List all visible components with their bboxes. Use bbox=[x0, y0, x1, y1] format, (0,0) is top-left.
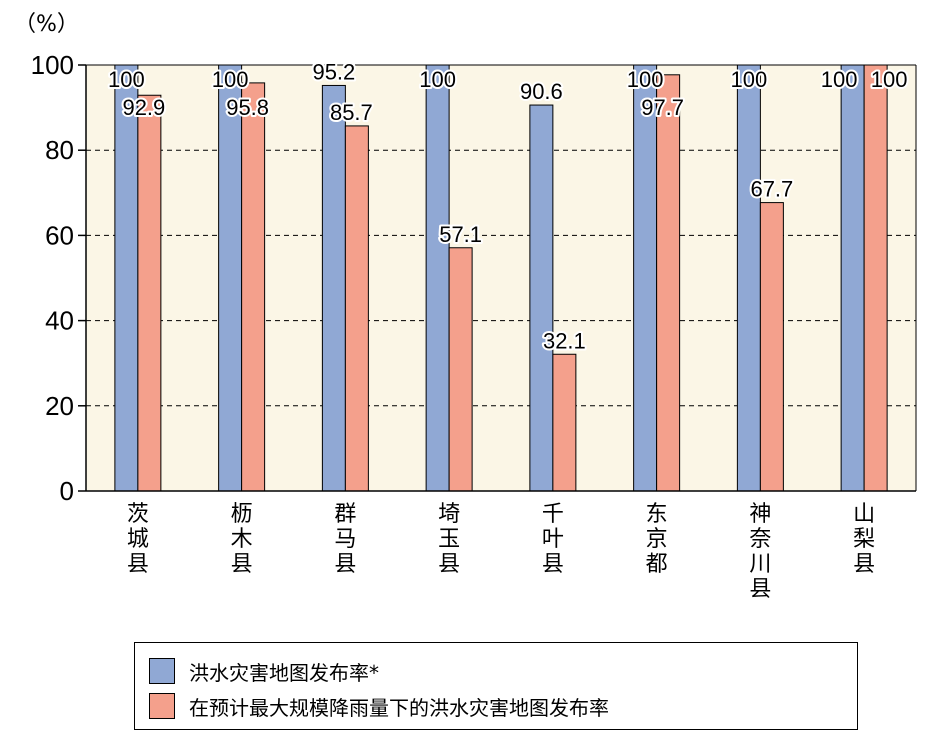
data-label-hazard-map-rate: 100 bbox=[419, 67, 456, 92]
y-tick-label: 40 bbox=[45, 306, 74, 336]
data-labels: 100 92.9 100 95.8 95.2 85.7 100 57.1 90.6 32.1 100… bbox=[106, 57, 909, 355]
bar-max-rainfall-rate bbox=[137, 94, 162, 492]
category-label: 木 bbox=[231, 527, 253, 552]
bar-max-rainfall-rate bbox=[656, 74, 681, 492]
category-label: 千 bbox=[542, 502, 564, 527]
plot-area bbox=[86, 65, 916, 491]
bar-max-rainfall-rate bbox=[552, 353, 577, 492]
data-label-hazard-map-rate: 100 bbox=[821, 67, 858, 92]
category-label: 东 bbox=[646, 502, 668, 527]
bar-hazard-map-rate bbox=[633, 64, 658, 492]
category-label: 县 bbox=[749, 577, 771, 602]
category-label: 县 bbox=[127, 552, 149, 577]
y-tick-labels: 0 20 40 60 80 100 bbox=[31, 50, 74, 506]
legend-label: 洪水灾害地图发布率* bbox=[189, 660, 379, 685]
axes bbox=[85, 64, 917, 492]
category-label: 奈 bbox=[749, 527, 771, 552]
data-label-hazard-map-rate: 100 bbox=[627, 67, 664, 92]
data-label-hazard-map-rate: 90.6 bbox=[520, 79, 563, 104]
y-tick-label: 0 bbox=[60, 476, 74, 506]
category-label: 叶 bbox=[542, 527, 564, 552]
legend-item-max-rainfall-rate: 在预计最大规模降雨量下的洪水灾害地图发布率 bbox=[149, 691, 609, 721]
category-label: 县 bbox=[853, 552, 875, 577]
category-label: 山 bbox=[853, 502, 875, 527]
data-label-hazard-map-rate: 100 bbox=[108, 67, 145, 92]
data-label-max-rainfall-rate: 97.7 bbox=[641, 95, 684, 120]
category-label: 群 bbox=[334, 502, 356, 527]
data-label-max-rainfall-rate: 67.7 bbox=[750, 177, 793, 202]
category-label: 梨 bbox=[853, 527, 875, 552]
y-tick-label: 100 bbox=[31, 50, 74, 80]
y-tick-label: 60 bbox=[45, 220, 74, 250]
bar-hazard-map-rate bbox=[425, 64, 450, 492]
legend-item-hazard-map-rate: 洪水灾害地图发布率* bbox=[149, 656, 379, 686]
bar-hazard-map-rate bbox=[736, 64, 761, 492]
legend-swatch-blue bbox=[149, 658, 175, 684]
bar-max-rainfall-rate bbox=[344, 125, 369, 492]
data-label-max-rainfall-rate: 32.1 bbox=[543, 328, 586, 353]
category-label: 神 bbox=[749, 502, 771, 527]
category-label: 茨 bbox=[127, 502, 149, 527]
data-label-max-rainfall-rate: 57.1 bbox=[439, 222, 482, 247]
bar-max-rainfall-rate bbox=[759, 202, 784, 492]
data-label-max-rainfall-rate: 95.8 bbox=[226, 95, 269, 120]
data-label-hazard-map-rate: 95.2 bbox=[312, 59, 355, 84]
y-tick-label: 20 bbox=[45, 391, 74, 421]
category-label: 县 bbox=[231, 552, 253, 577]
category-label: 埼 bbox=[438, 502, 460, 527]
bar-hazard-map-rate bbox=[114, 64, 139, 492]
bar-hazard-map-rate bbox=[321, 84, 346, 492]
category-label: 京 bbox=[646, 527, 668, 552]
category-label: 县 bbox=[438, 552, 460, 577]
category-label: 枥 bbox=[231, 502, 253, 527]
bar-max-rainfall-rate bbox=[863, 64, 888, 492]
category-label: 马 bbox=[334, 527, 356, 552]
legend: 洪水灾害地图发布率* 在预计最大规模降雨量下的洪水灾害地图发布率 bbox=[134, 642, 858, 730]
category-label: 城 bbox=[127, 527, 149, 552]
data-label-hazard-map-rate: 100 bbox=[731, 67, 768, 92]
data-label-max-rainfall-rate: 92.9 bbox=[122, 95, 165, 120]
bar-hazard-map-rate bbox=[218, 64, 243, 492]
legend-swatch-salmon bbox=[149, 693, 175, 719]
category-label: 都 bbox=[646, 552, 668, 577]
legend-label: 在预计最大规模降雨量下的洪水灾害地图发布率 bbox=[189, 695, 609, 720]
category-label: 玉 bbox=[438, 527, 460, 552]
category-label: 县 bbox=[542, 552, 564, 577]
category-label: 县 bbox=[334, 552, 356, 577]
data-label-max-rainfall-rate: 85.7 bbox=[330, 100, 373, 125]
bars bbox=[114, 64, 888, 492]
bar-max-rainfall-rate bbox=[448, 247, 473, 492]
bar-max-rainfall-rate bbox=[241, 82, 266, 492]
data-label-max-rainfall-rate: 100 bbox=[871, 67, 908, 92]
bar-hazard-map-rate bbox=[529, 104, 554, 492]
bar-hazard-map-rate bbox=[840, 64, 865, 492]
data-label-hazard-map-rate: 100 bbox=[212, 67, 249, 92]
category-label: 川 bbox=[749, 552, 771, 577]
y-tick-label: 80 bbox=[45, 135, 74, 165]
y-unit-label: （%） bbox=[14, 12, 79, 37]
